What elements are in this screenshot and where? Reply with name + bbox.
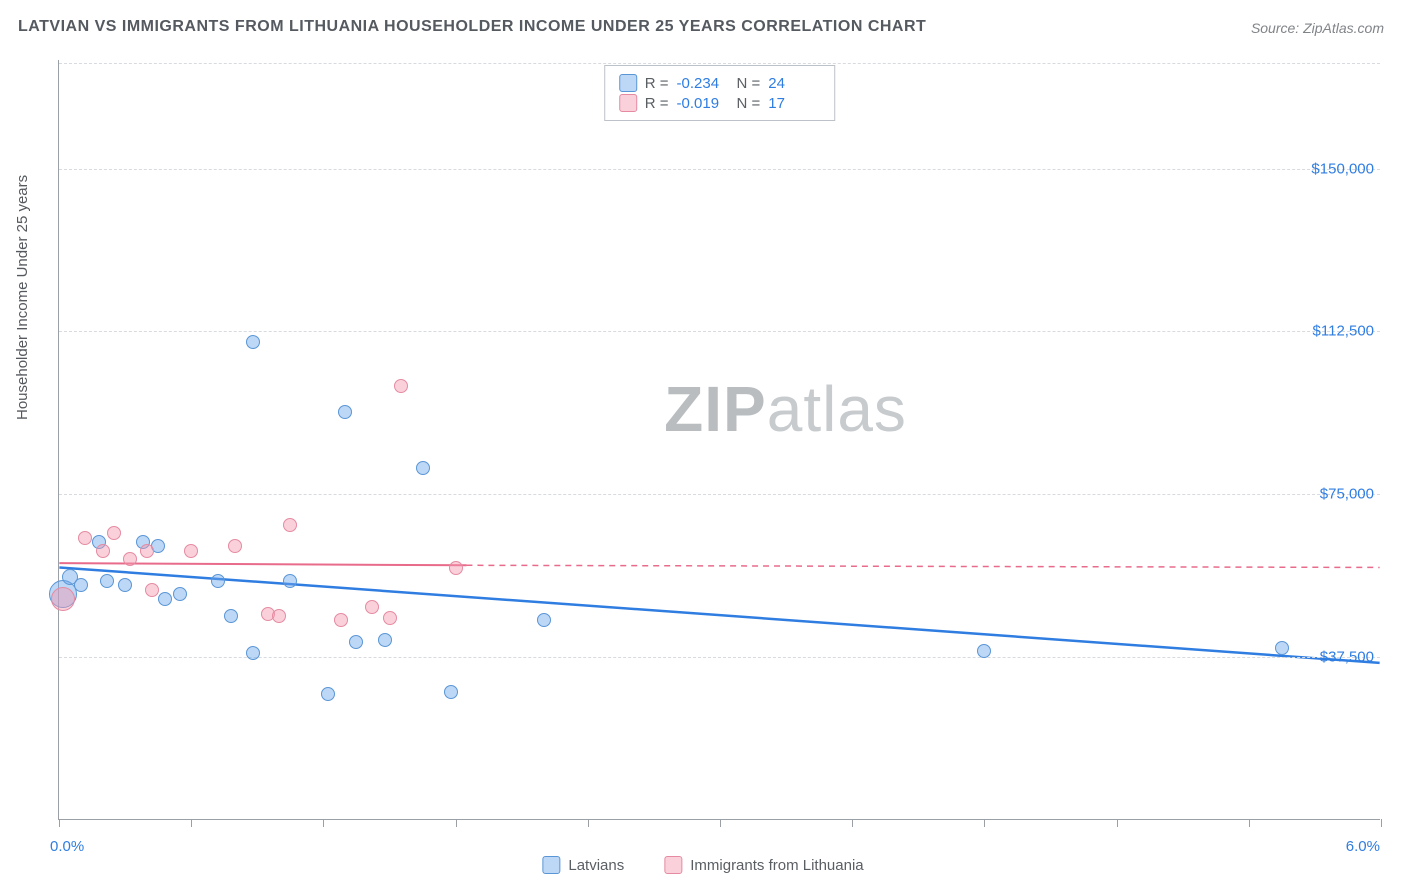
- scatter-point-lithuania: [107, 526, 121, 540]
- scatter-point-lithuania: [394, 379, 408, 393]
- scatter-point-lithuania: [228, 539, 242, 553]
- scatter-point-lithuania: [78, 531, 92, 545]
- gridline: [59, 331, 1380, 332]
- y-tick-label: $37,500: [1320, 649, 1374, 666]
- x-tick: [588, 819, 589, 827]
- legend-item-latvians: Latvians: [542, 856, 624, 874]
- legend-swatch-lithuania: [664, 856, 682, 874]
- swatch-latvians: [619, 74, 637, 92]
- stats-label-r: R =: [645, 75, 669, 92]
- scatter-point-lithuania: [96, 544, 110, 558]
- gridline: [59, 169, 1380, 170]
- gridline: [59, 494, 1380, 495]
- trend-line: [59, 563, 466, 565]
- scatter-point-lithuania: [383, 611, 397, 625]
- swatch-lithuania: [619, 94, 637, 112]
- scatter-point-latvians: [118, 578, 132, 592]
- scatter-point-latvians: [321, 687, 335, 701]
- legend-label-latvians: Latvians: [568, 857, 624, 874]
- scatter-point-lithuania: [184, 544, 198, 558]
- scatter-point-lithuania: [283, 518, 297, 532]
- y-axis-label: Householder Income Under 25 years: [14, 175, 31, 420]
- legend-swatch-latvians: [542, 856, 560, 874]
- scatter-point-latvians: [246, 646, 260, 660]
- scatter-point-latvians: [246, 335, 260, 349]
- scatter-point-lithuania: [145, 583, 159, 597]
- scatter-point-latvians: [211, 574, 225, 588]
- scatter-point-latvians: [224, 609, 238, 623]
- legend-label-lithuania: Immigrants from Lithuania: [690, 857, 863, 874]
- x-tick: [1381, 819, 1382, 827]
- trend-line: [466, 565, 1379, 567]
- chart-title: LATVIAN VS IMMIGRANTS FROM LITHUANIA HOU…: [18, 18, 926, 36]
- scatter-point-latvians: [416, 461, 430, 475]
- scatter-point-latvians: [349, 635, 363, 649]
- scatter-point-latvians: [444, 685, 458, 699]
- x-tick: [191, 819, 192, 827]
- x-axis-max-label: 6.0%: [1346, 838, 1380, 855]
- scatter-point-latvians: [158, 592, 172, 606]
- stats-n-lithuania: 17: [768, 95, 820, 112]
- stats-row-lithuania: R = -0.019 N = 17: [619, 94, 821, 112]
- x-tick: [1249, 819, 1250, 827]
- legend-item-lithuania: Immigrants from Lithuania: [664, 856, 863, 874]
- scatter-point-lithuania: [272, 609, 286, 623]
- stats-label-n: N =: [737, 75, 761, 92]
- x-tick: [984, 819, 985, 827]
- x-tick: [720, 819, 721, 827]
- x-tick: [59, 819, 60, 827]
- x-tick: [323, 819, 324, 827]
- x-tick: [852, 819, 853, 827]
- scatter-point-lithuania: [51, 587, 75, 611]
- scatter-point-lithuania: [140, 544, 154, 558]
- scatter-point-latvians: [977, 644, 991, 658]
- scatter-point-latvians: [378, 633, 392, 647]
- gridline: [59, 63, 1380, 64]
- scatter-point-latvians: [338, 405, 352, 419]
- scatter-point-lithuania: [365, 600, 379, 614]
- x-tick: [1117, 819, 1118, 827]
- watermark: ZIPatlas: [664, 372, 907, 446]
- x-axis-min-label: 0.0%: [50, 838, 84, 855]
- stats-r-latvians: -0.234: [677, 75, 729, 92]
- x-tick: [456, 819, 457, 827]
- scatter-point-latvians: [1275, 641, 1289, 655]
- source-label: Source: ZipAtlas.com: [1251, 20, 1384, 36]
- watermark-bold: ZIP: [664, 373, 767, 445]
- correlation-stats-box: R = -0.234 N = 24 R = -0.019 N = 17: [604, 65, 836, 121]
- scatter-point-latvians: [537, 613, 551, 627]
- scatter-point-lithuania: [449, 561, 463, 575]
- watermark-rest: atlas: [767, 373, 907, 445]
- scatter-point-lithuania: [334, 613, 348, 627]
- scatter-point-latvians: [173, 587, 187, 601]
- y-tick-label: $150,000: [1311, 160, 1374, 177]
- scatter-point-latvians: [283, 574, 297, 588]
- scatter-point-latvians: [74, 578, 88, 592]
- legend: Latvians Immigrants from Lithuania: [542, 856, 863, 874]
- y-tick-label: $112,500: [1313, 323, 1374, 340]
- stats-row-latvians: R = -0.234 N = 24: [619, 74, 821, 92]
- scatter-point-lithuania: [123, 552, 137, 566]
- stats-n-latvians: 24: [768, 75, 820, 92]
- y-tick-label: $75,000: [1320, 486, 1374, 503]
- stats-r-lithuania: -0.019: [677, 95, 729, 112]
- plot-area: ZIPatlas R = -0.234 N = 24 R = -0.019 N …: [58, 60, 1380, 820]
- trend-lines-svg: [59, 60, 1380, 819]
- scatter-point-latvians: [100, 574, 114, 588]
- stats-label-r: R =: [645, 95, 669, 112]
- stats-label-n: N =: [737, 95, 761, 112]
